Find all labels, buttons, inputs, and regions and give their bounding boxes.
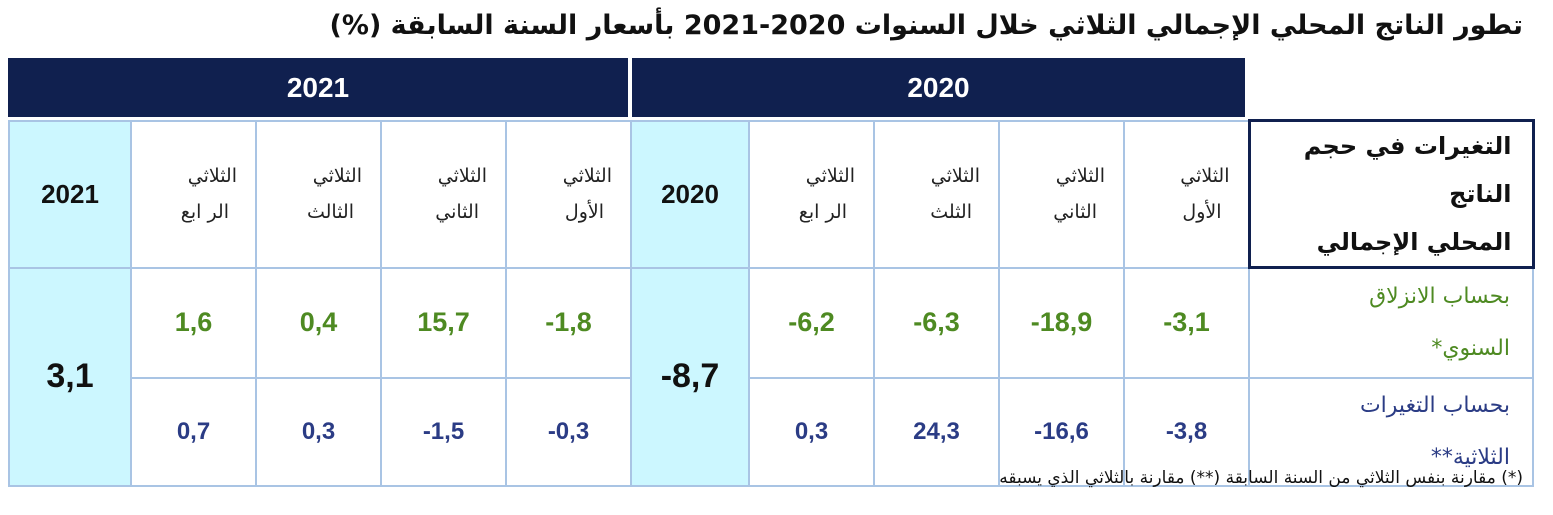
table-row: 3,1 1,6 0,4 15,7 -1,8 -8,7 -6,2 -6,3 -18…	[8, 266, 1534, 487]
qoq-q3-2020: 24,3	[873, 376, 1000, 487]
qoq-q4-2021: 0,7	[130, 376, 257, 487]
footnote: (*) مقارنة بنفس الثلاثي من السنة السابقة…	[999, 468, 1523, 488]
qoq-q2-2020: -16,6	[998, 376, 1125, 487]
qoq-q2-2021: -1,5	[380, 376, 507, 487]
qoq-q1-2020: -3,8	[1123, 376, 1250, 487]
row-label-qoq: بحساب التغيرات الثلاثية**	[1248, 376, 1534, 487]
q3-2021-header: الثلاثي الثالث	[255, 119, 382, 269]
q2-2021-header: الثلاثي الثاني	[380, 119, 507, 269]
q3-2020-header: الثلاثي الثلث	[873, 119, 1000, 269]
yoy-q1-2020: -3,1	[1123, 266, 1250, 379]
yoy-q4-2020: -6,2	[748, 266, 875, 379]
yoy-q3-2020: -6,3	[873, 266, 1000, 379]
yoy-q2-2021: 15,7	[380, 266, 507, 379]
table-row: 0,7 0,3 -1,5 -0,3 0,3 24,3 -16,6 -3,8 بح…	[9, 376, 1534, 487]
table-title: تطور الناتج المحلي الإجمالي الثلاثي خلال…	[329, 10, 1523, 41]
gdp-table: 2021 الثلاثي الر ابع الثلاثي الثالث الثلاث…	[8, 119, 1535, 487]
yoy-q3-2021: 0,4	[255, 266, 382, 379]
yoy-q4-2021: 1,6	[130, 266, 257, 379]
annual-2021-value: 3,1	[8, 266, 132, 487]
header-row: 2021 الثلاثي الر ابع الثلاثي الثالث الثلاث…	[8, 119, 1535, 269]
annual-2021-header: 2021	[8, 119, 132, 269]
q4-2020-header: الثلاثي الر ابع	[748, 119, 875, 269]
year-header-2021: 2021	[8, 58, 628, 117]
year-header-2020: 2020	[632, 58, 1245, 117]
q1-2021-header: الثلاثي الأول	[505, 119, 632, 269]
annual-2020-header: 2020	[630, 119, 750, 269]
yoy-q2-2020: -18,9	[998, 266, 1125, 379]
q2-2020-header: الثلاثي الثاني	[998, 119, 1125, 269]
qoq-q3-2021: 0,3	[255, 376, 382, 487]
row-header-title: التغيرات في حجم الناتج المحلي الإجمالي	[1247, 119, 1535, 269]
yoy-q1-2021: -1,8	[505, 266, 632, 379]
annual-2020-value: -8,7	[630, 266, 750, 487]
qoq-q1-2021: -0,3	[505, 376, 632, 487]
q1-2020-header: الثلاثي الأول	[1123, 119, 1250, 269]
row-label-yoy: بحساب الانزلاق السنوي*	[1248, 266, 1534, 379]
qoq-q4-2020: 0,3	[748, 376, 875, 487]
q4-2021-header: الثلاثي الر ابع	[130, 119, 257, 269]
